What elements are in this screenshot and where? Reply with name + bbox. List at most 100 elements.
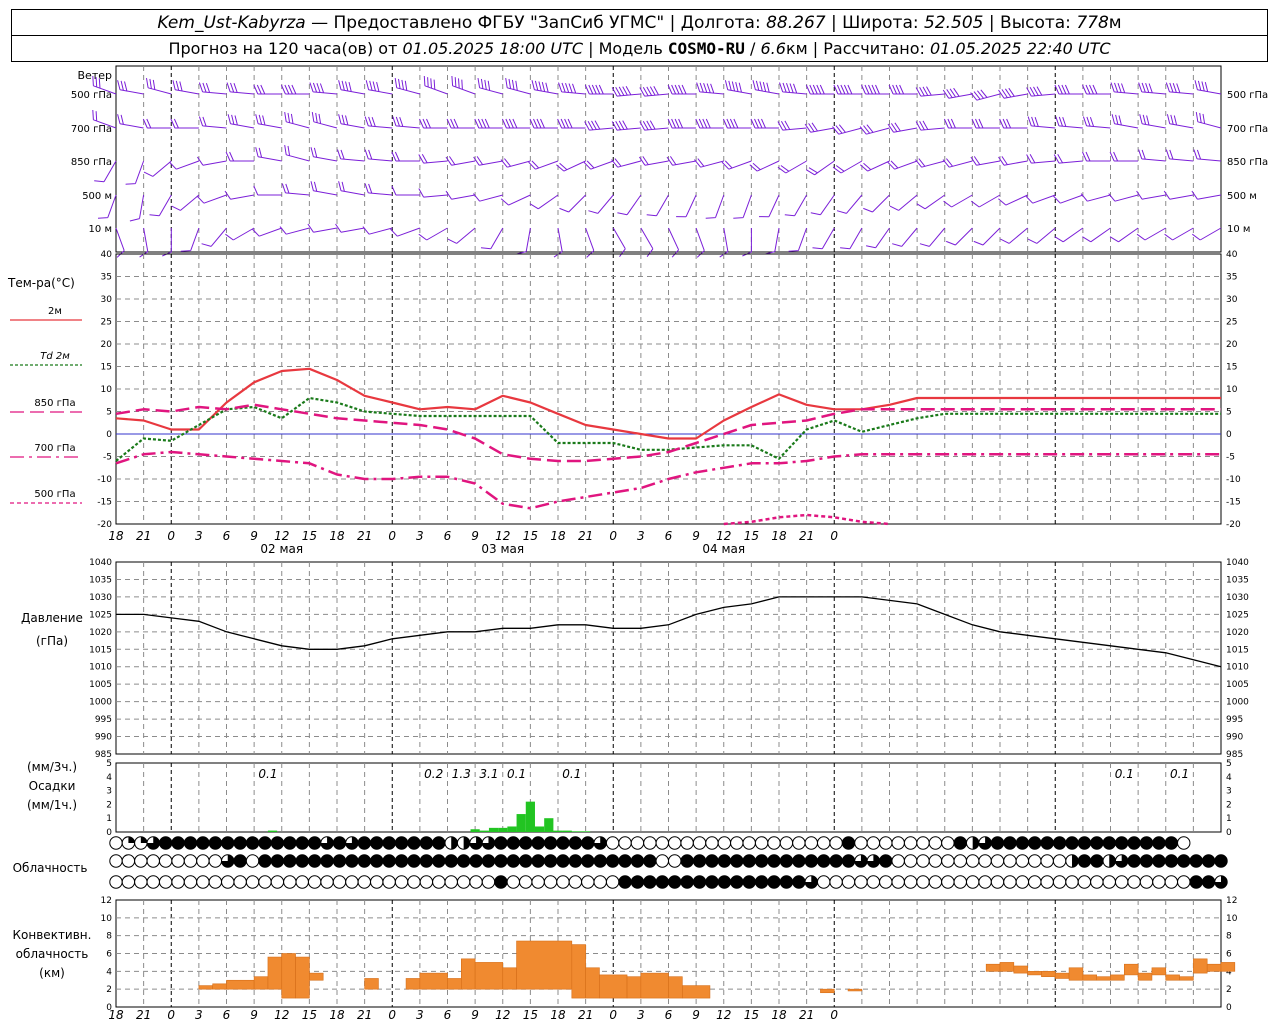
wind-level-label-right: 10 м bbox=[1227, 224, 1250, 235]
wind-barb bbox=[1025, 194, 1056, 204]
wind-barb bbox=[281, 183, 310, 196]
wind-barb bbox=[500, 194, 531, 206]
precip-ytick-right: 2 bbox=[1226, 800, 1232, 810]
convective-bar bbox=[1137, 972, 1153, 981]
wind-barb bbox=[392, 116, 420, 129]
wind-barb bbox=[1193, 149, 1222, 162]
cloud-cell-fill bbox=[594, 836, 607, 850]
wind-barb bbox=[695, 227, 705, 258]
cloud-cell bbox=[668, 836, 682, 850]
cloud-cell bbox=[432, 875, 446, 889]
convective-bar bbox=[1068, 967, 1084, 981]
cloud-cell bbox=[1003, 854, 1017, 868]
pressure-ytick-right: 990 bbox=[1226, 733, 1243, 743]
wind-barb bbox=[758, 194, 780, 218]
precip-bar bbox=[571, 831, 582, 832]
wind-barb bbox=[804, 122, 835, 133]
wind-level-label: 850 гПа bbox=[71, 157, 112, 168]
wind-level-label-right: 850 гПа bbox=[1227, 157, 1268, 168]
cloud-cell-fill bbox=[618, 854, 632, 868]
temp-legend-label: Td 2м bbox=[40, 351, 70, 362]
wind-barb bbox=[556, 160, 586, 172]
wind-barb bbox=[445, 190, 476, 200]
temp-ytick-right: 20 bbox=[1226, 340, 1238, 350]
wind-level-label-right: 500 гПа bbox=[1227, 90, 1268, 101]
model-label: Модель bbox=[598, 39, 663, 58]
wind-barb bbox=[1192, 227, 1222, 241]
convective-bar bbox=[1193, 958, 1208, 974]
convective-axis-time-tick: 12 bbox=[495, 1008, 510, 1022]
wind-barb bbox=[1082, 151, 1111, 162]
wind-barb bbox=[169, 160, 200, 170]
wind-barb bbox=[253, 84, 282, 95]
precip-total-label: 1.3 bbox=[452, 767, 471, 781]
convective-ytick-right: 2 bbox=[1226, 985, 1232, 995]
wind-level-label-right: 500 м bbox=[1227, 191, 1257, 202]
cloud-cell-fill bbox=[718, 854, 731, 868]
cloud-cell-fill bbox=[320, 836, 334, 850]
wind-title: Ветер bbox=[78, 69, 112, 82]
wind-barb bbox=[1163, 190, 1194, 200]
wind-barb bbox=[973, 227, 1001, 246]
wind-barb bbox=[888, 84, 918, 95]
wind-level-label: 10 м bbox=[89, 224, 112, 235]
cloud-cell-fill bbox=[1189, 854, 1203, 868]
cloud-cell-fill bbox=[333, 836, 346, 850]
convective-bar bbox=[1206, 963, 1222, 972]
cloud-cell bbox=[891, 854, 905, 868]
cloud-cell-fill bbox=[445, 854, 458, 868]
cloud-cell-fill bbox=[482, 836, 495, 850]
temp-axis-time-tick: 18 bbox=[329, 529, 345, 543]
cloud-cell bbox=[754, 836, 769, 850]
precip-ytick-right: 1 bbox=[1226, 814, 1232, 824]
wind-barb bbox=[810, 194, 835, 216]
wind-barb bbox=[889, 194, 918, 211]
cloud-title: Облачность bbox=[13, 861, 88, 875]
temp-ytick: 10 bbox=[101, 385, 113, 395]
cloud-cell bbox=[1127, 875, 1141, 889]
convective-axis-time-tick: 3 bbox=[416, 1008, 424, 1022]
wind-barb bbox=[500, 158, 531, 168]
cloud-cell bbox=[146, 854, 160, 868]
temp-ytick-right: 40 bbox=[1226, 250, 1238, 260]
wind-barb bbox=[970, 156, 1001, 166]
temp-axis-time-tick: 15 bbox=[523, 529, 538, 543]
cloud-cell bbox=[109, 854, 123, 868]
wind-barb bbox=[1138, 82, 1166, 95]
cloud-cell-fill bbox=[196, 836, 210, 850]
temp-ytick: 20 bbox=[101, 340, 113, 350]
cloud-cell-fill bbox=[382, 854, 396, 868]
wind-barb bbox=[866, 227, 890, 249]
wind-barb bbox=[1108, 193, 1139, 202]
day-label: 03 мая bbox=[481, 542, 524, 556]
wind-barb bbox=[1136, 227, 1167, 241]
pressure-ytick-right: 1005 bbox=[1226, 680, 1249, 690]
cloud-cell bbox=[109, 875, 123, 889]
convective-axis-time-tick: 21 bbox=[799, 1008, 814, 1022]
temp-axis-time-tick: 9 bbox=[471, 529, 479, 543]
wind-barb bbox=[750, 118, 779, 129]
precip-bar bbox=[562, 830, 572, 832]
cloud-cell bbox=[134, 875, 148, 889]
cloud-cell bbox=[121, 875, 136, 889]
wind-barb bbox=[859, 124, 890, 135]
pressure-ytick-right: 1020 bbox=[1226, 628, 1249, 638]
cloud-cell-fill bbox=[842, 854, 855, 868]
pressure-ytick-right: 985 bbox=[1226, 750, 1243, 760]
precip-ytick-right: 0 bbox=[1226, 828, 1232, 838]
wind-barb bbox=[722, 118, 752, 129]
precip-bar bbox=[544, 818, 554, 832]
convective-bar bbox=[198, 985, 213, 990]
provider-text: Предоставлено ФГБУ "ЗапСиб УГМС" bbox=[333, 13, 665, 33]
wind-barb bbox=[639, 120, 669, 131]
cloud-cell bbox=[1052, 875, 1067, 889]
cloud-cell-fill bbox=[221, 854, 234, 868]
cloud-cell bbox=[965, 854, 980, 868]
cloud-cell bbox=[481, 875, 496, 889]
wind-barb bbox=[338, 114, 365, 129]
wind-barb bbox=[391, 185, 420, 196]
cloud-cell bbox=[965, 875, 980, 889]
convective-axis-time-tick: 18 bbox=[329, 1008, 345, 1022]
wind-barb bbox=[998, 87, 1028, 99]
wind-barb bbox=[971, 194, 1001, 208]
